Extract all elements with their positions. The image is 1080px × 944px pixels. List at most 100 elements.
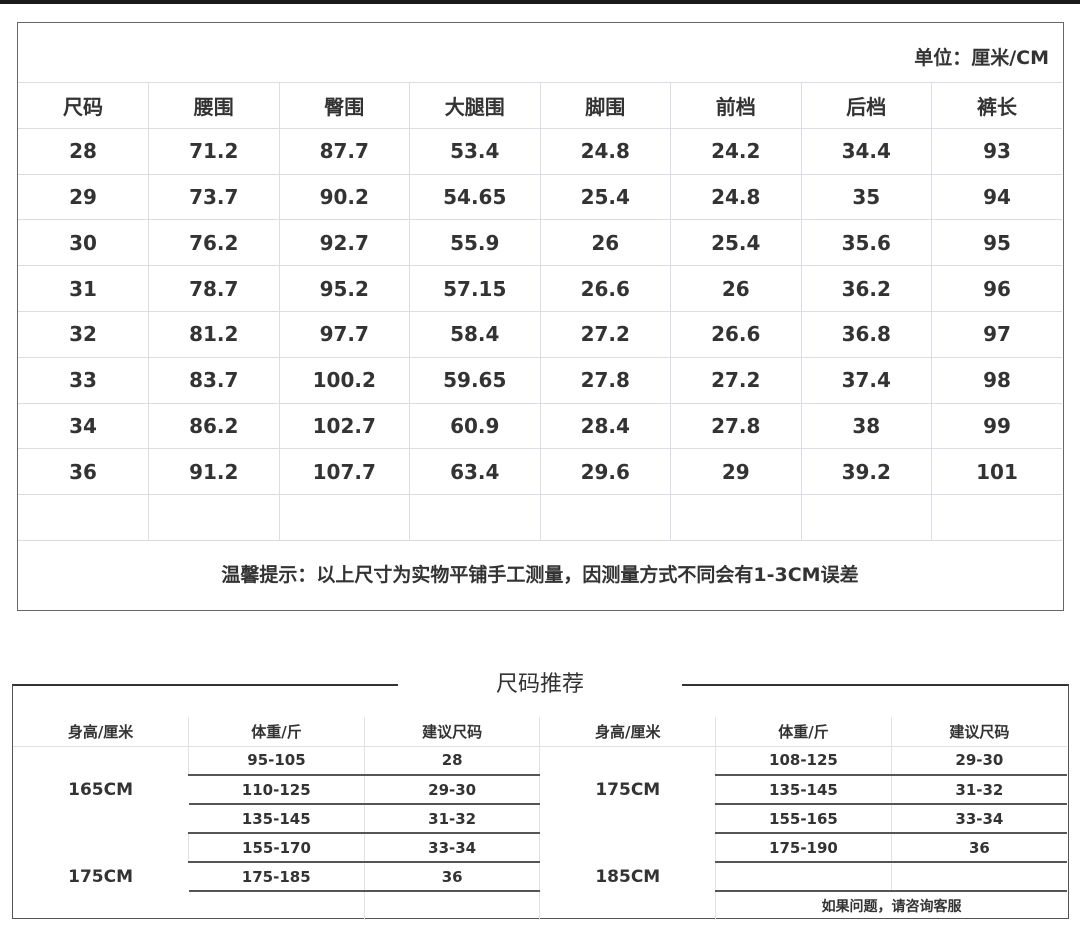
column-header: 后档 (800, 82, 932, 129)
table-cell: 36.2 (800, 265, 932, 312)
column-header: 体重/斤 (715, 717, 892, 747)
column-header: 体重/斤 (188, 717, 365, 747)
table-cell: 26.6 (539, 265, 671, 312)
table-cell: 38 (800, 402, 932, 450)
size-cell: 31-32 (890, 775, 1067, 805)
weight-cell: 108-125 (715, 746, 892, 776)
size-cell: 33-34 (890, 804, 1067, 834)
table-row: 30 76.2 92.7 55.9 26 25.4 35.6 95 (18, 219, 1062, 267)
table-cell: 35 (800, 173, 932, 221)
table-cell: 36.8 (800, 310, 932, 358)
empty-cell (409, 494, 541, 541)
table-row: 32 81.2 97.7 58.4 27.2 26.6 36.8 97 (18, 310, 1062, 358)
height-cell: 185CM (539, 833, 716, 920)
table-cell: 24.2 (670, 127, 802, 175)
table-row: 33 83.7 100.2 59.65 27.8 27.2 37.4 98 (18, 356, 1062, 404)
unit-label: 单位：厘米/CM (914, 47, 1049, 69)
empty-cell (148, 494, 280, 541)
weight-cell: 135-145 (188, 804, 365, 834)
table-cell: 98 (931, 356, 1062, 404)
table-cell: 99 (931, 402, 1062, 450)
column-header: 大腿围 (409, 82, 541, 129)
size-chart: 单位：厘米/CM 尺码 腰围 臀围 大腿围 脚围 前档 后档 裤长 28 71.2 87.7 53.4… (17, 22, 1064, 611)
size-cell (363, 891, 540, 920)
column-header: 腰围 (148, 82, 280, 129)
table-cell: 28.4 (539, 402, 671, 450)
table-cell: 93 (931, 127, 1062, 175)
weight-cell: 135-145 (715, 775, 892, 805)
recommendation-table: 身高/厘米 体重/斤 建议尺码 身高/厘米 体重/斤 建议尺码 165CM 95-105 28 1… (13, 717, 1067, 920)
title-rule-right (682, 684, 1069, 686)
table-row: 165CM 95-105 28 175CM 108-125 29-30 (13, 746, 1067, 833)
column-header: 裤长 (931, 82, 1062, 129)
empty-cell (278, 494, 410, 541)
table-cell: 73.7 (148, 173, 280, 221)
column-header: 建议尺码 (363, 717, 540, 747)
table-row: 175-185 36 (13, 862, 1067, 892)
table-cell: 34 (18, 402, 149, 450)
table-cell: 30 (18, 219, 149, 267)
table-cell: 25.4 (539, 173, 671, 221)
column-header: 身高/厘米 (13, 717, 189, 747)
top-border (0, 0, 1080, 4)
weight-cell (715, 862, 892, 892)
table-cell: 27.8 (539, 356, 671, 404)
table-cell: 83.7 (148, 356, 280, 404)
size-cell: 33-34 (363, 833, 540, 863)
table-cell: 96 (931, 265, 1062, 312)
table-cell: 63.4 (409, 448, 541, 496)
size-cell (890, 862, 1067, 892)
size-cell: 36 (363, 862, 540, 892)
height-cell: 175CM (68, 866, 134, 887)
size-cell: 28 (363, 746, 540, 776)
column-header: 脚围 (539, 82, 671, 129)
empty-cell (18, 494, 149, 541)
table-cell: 32 (18, 310, 149, 358)
table-cell: 76.2 (148, 219, 280, 267)
table-cell: 101 (931, 448, 1062, 496)
table-cell: 58.4 (409, 310, 541, 358)
size-cell: 36 (890, 833, 1067, 863)
table-row: 36 91.2 107.7 63.4 29.6 29 39.2 101 (18, 448, 1062, 496)
table-cell: 97.7 (278, 310, 410, 358)
column-header: 建议尺码 (890, 717, 1067, 747)
weight-cell: 175-185 (188, 862, 365, 892)
table-cell: 55.9 (409, 219, 541, 267)
table-cell: 97 (931, 310, 1062, 358)
size-cell: 29-30 (363, 775, 540, 805)
table-cell: 59.65 (409, 356, 541, 404)
table-cell: 27.2 (539, 310, 671, 358)
table-cell: 37.4 (800, 356, 932, 404)
weight-cell: 155-165 (715, 804, 892, 834)
column-header: 前档 (670, 82, 802, 129)
weight-cell: 175-190 (715, 833, 892, 863)
weight-cell: 155-170 (188, 833, 365, 863)
table-cell: 86.2 (148, 402, 280, 450)
column-header: 臀围 (278, 82, 410, 129)
table-cell: 90.2 (278, 173, 410, 221)
table-cell: 92.7 (278, 219, 410, 267)
measurement-note: 温馨提示：以上尺寸为实物平铺手工测量，因测量方式不同会有1-3CM误差 (221, 564, 859, 586)
table-cell: 26 (539, 219, 671, 267)
table-cell: 100.2 (278, 356, 410, 404)
table-cell: 107.7 (278, 448, 410, 496)
table-cell: 94 (931, 173, 1062, 221)
contact-note: 如果问题，请咨询客服 (715, 891, 1067, 920)
weight-cell: 110-125 (188, 775, 365, 805)
table-cell: 54.65 (409, 173, 541, 221)
column-header: 身高/厘米 (539, 717, 716, 747)
weight-cell: 95-105 (188, 746, 365, 776)
table-cell: 27.8 (670, 402, 802, 450)
table-cell: 26 (670, 265, 802, 312)
table-cell: 31 (18, 265, 149, 312)
table-cell: 33 (18, 356, 149, 404)
weight-cell (189, 891, 365, 920)
table-cell: 29 (670, 448, 802, 496)
table-cell: 95 (931, 219, 1062, 267)
table-cell: 53.4 (409, 127, 541, 175)
table-cell: 27.2 (670, 356, 802, 404)
header-row: 身高/厘米 体重/斤 建议尺码 身高/厘米 体重/斤 建议尺码 (13, 717, 1067, 747)
table-cell: 34.4 (800, 127, 932, 175)
table-cell: 29.6 (539, 448, 671, 496)
size-chart-table: 尺码 腰围 臀围 大腿围 脚围 前档 后档 裤长 28 71.2 87.7 53.4 24.8 24.2 3… (18, 82, 1062, 541)
